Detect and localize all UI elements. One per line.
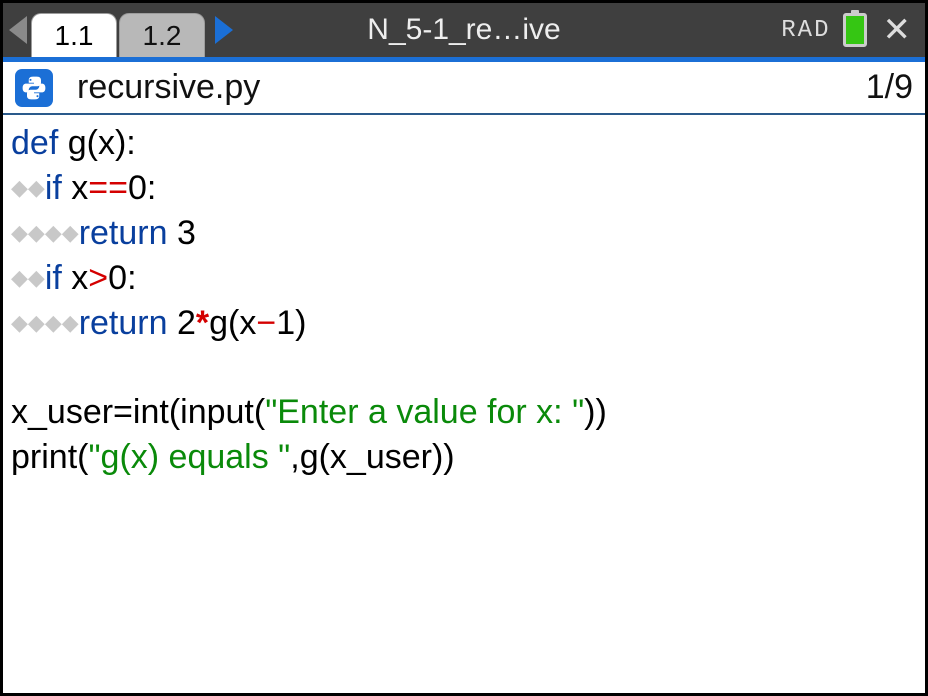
code-token: def xyxy=(11,124,68,162)
code-token: g(x xyxy=(209,304,256,342)
code-token: g(x): xyxy=(68,124,136,162)
nav-prev-icon[interactable] xyxy=(9,16,27,44)
code-line: def g(x): xyxy=(11,121,917,166)
code-editor[interactable]: def g(x):◆◆if x==0:◆◆◆◆return 3◆◆if x>0:… xyxy=(3,115,925,693)
code-token: > xyxy=(88,259,108,297)
app-window: 1.1 1.2 N_5-1_re…ive RAD ✕ recursive.py … xyxy=(3,3,925,693)
file-name: recursive.py xyxy=(77,68,260,107)
close-icon[interactable]: ✕ xyxy=(879,13,916,47)
code-line: print("g(x) equals ",g(x_user)) xyxy=(11,435,917,480)
code-token: 3 xyxy=(177,214,196,252)
angle-mode: RAD xyxy=(781,17,830,44)
code-token: 1) xyxy=(276,304,306,342)
status-area: RAD ✕ xyxy=(781,13,925,47)
battery-icon xyxy=(843,13,867,47)
code-line: ◆◆◆◆return 2*g(x−1) xyxy=(11,301,917,346)
code-token: return xyxy=(79,304,177,342)
indent-diamond-icon: ◆ xyxy=(45,220,62,245)
code-line: ◆◆◆◆return 3 xyxy=(11,211,917,256)
code-token: ,g(x_user)) xyxy=(290,438,454,476)
tab-strip: 1.1 1.2 xyxy=(31,3,207,57)
battery-fill xyxy=(846,16,864,44)
indent-diamond-icon: ◆ xyxy=(11,310,28,335)
code-token: print( xyxy=(11,438,88,476)
tab-1-2[interactable]: 1.2 xyxy=(119,13,205,57)
tab-label: 1.2 xyxy=(143,20,182,52)
code-line: x_user=int(input("Enter a value for x: "… xyxy=(11,390,917,435)
code-token: == xyxy=(88,169,128,207)
indent-diamond-icon: ◆ xyxy=(62,310,79,335)
code-token: x_user=int(input( xyxy=(11,393,265,431)
file-header: recursive.py 1/9 xyxy=(3,57,925,115)
code-line xyxy=(11,345,917,390)
code-line: ◆◆if x==0: xyxy=(11,166,917,211)
tab-label: 1.1 xyxy=(55,20,94,52)
code-token: if xyxy=(45,259,71,297)
code-token: return xyxy=(79,214,177,252)
indent-diamond-icon: ◆ xyxy=(11,220,28,245)
code-token: 0: xyxy=(128,169,156,207)
code-token: 2 xyxy=(177,304,196,342)
indent-diamond-icon: ◆ xyxy=(28,265,45,290)
code-token: x xyxy=(71,169,88,207)
code-token: − xyxy=(256,304,276,342)
code-token: if xyxy=(45,169,71,207)
code-token: 0: xyxy=(108,259,136,297)
code-token: * xyxy=(196,304,209,342)
code-token: "g(x) equals " xyxy=(88,438,290,476)
code-token: "Enter a value for x: " xyxy=(265,393,584,431)
tab-1-1[interactable]: 1.1 xyxy=(31,13,117,57)
indent-diamond-icon: ◆ xyxy=(62,220,79,245)
indent-diamond-icon: ◆ xyxy=(11,175,28,200)
nav-next-icon[interactable] xyxy=(215,16,233,44)
title-bar: 1.1 1.2 N_5-1_re…ive RAD ✕ xyxy=(3,3,925,57)
python-icon xyxy=(15,69,53,107)
code-line: ◆◆if x>0: xyxy=(11,256,917,301)
code-token: x xyxy=(71,259,88,297)
line-position: 1/9 xyxy=(866,68,913,107)
document-title: N_5-1_re…ive xyxy=(367,13,560,47)
indent-diamond-icon: ◆ xyxy=(28,175,45,200)
indent-diamond-icon: ◆ xyxy=(28,310,45,335)
indent-diamond-icon: ◆ xyxy=(11,265,28,290)
indent-diamond-icon: ◆ xyxy=(45,310,62,335)
code-token xyxy=(11,348,20,386)
code-token: )) xyxy=(584,393,607,431)
indent-diamond-icon: ◆ xyxy=(28,220,45,245)
